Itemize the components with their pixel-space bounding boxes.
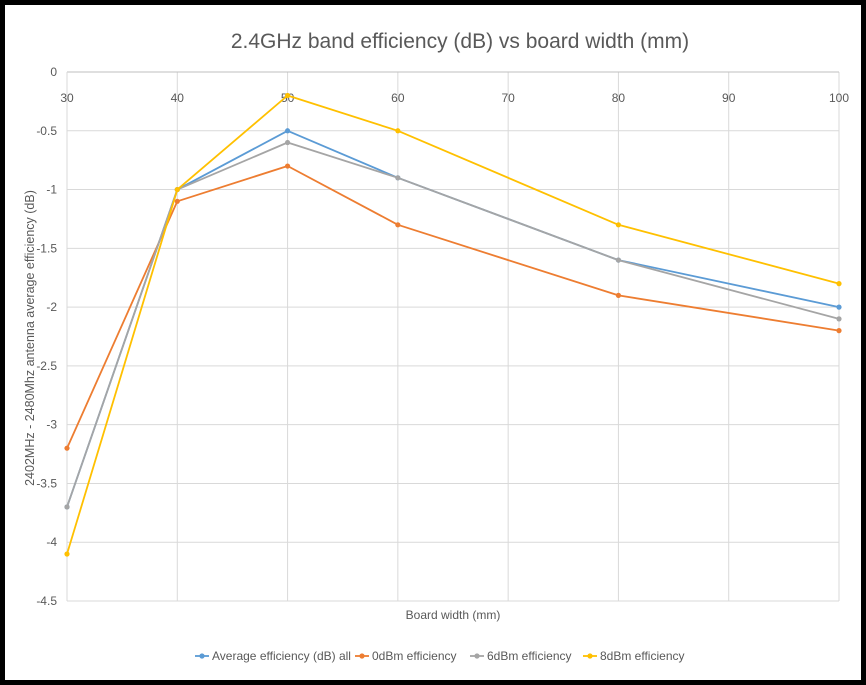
gridlines bbox=[67, 72, 840, 602]
data-point bbox=[836, 281, 842, 287]
axes bbox=[66, 71, 839, 601]
y-tick-label: -2 bbox=[46, 300, 57, 314]
data-point bbox=[174, 198, 180, 204]
x-tick-label: 70 bbox=[501, 91, 515, 105]
legend-label: 0dBm efficiency bbox=[372, 649, 457, 663]
legend: Average efficiency (dB) all 0dBm efficien… bbox=[195, 649, 685, 663]
series-line-3 bbox=[66, 94, 840, 555]
x-tick-labels: 30405060708090100 bbox=[60, 91, 849, 105]
x-tick-label: 90 bbox=[722, 91, 736, 105]
y-tick-label: -1 bbox=[46, 183, 57, 197]
data-point bbox=[284, 92, 291, 99]
data-point bbox=[836, 316, 842, 322]
legend-swatch-marker bbox=[474, 653, 480, 659]
legend-label: 6dBm efficiency bbox=[487, 649, 572, 663]
legend-label: 8dBm efficiency bbox=[600, 649, 685, 663]
y-tick-labels: 0 -0.5 -1 -1.5 -2 -2.5 -3 -3.5 -4 -4.5 bbox=[36, 65, 57, 608]
data-point bbox=[64, 551, 70, 557]
data-point bbox=[284, 163, 291, 169]
data-point bbox=[284, 139, 291, 146]
y-tick-label: -3 bbox=[46, 418, 57, 432]
data-point bbox=[64, 504, 70, 510]
x-tick-label: 100 bbox=[829, 91, 849, 105]
legend-swatch-marker bbox=[359, 653, 365, 659]
data-point bbox=[836, 328, 842, 334]
legend-swatch-marker bbox=[587, 653, 593, 659]
y-axis-label: 2402MHz - 2480Mhz antenna average effici… bbox=[23, 190, 37, 486]
data-point bbox=[284, 128, 291, 134]
y-tick-label: -2.5 bbox=[36, 359, 57, 373]
data-point bbox=[836, 304, 842, 310]
legend-label: Average efficiency (dB) all bbox=[212, 649, 351, 663]
y-tick-label: -4.5 bbox=[36, 594, 57, 608]
series-line-2 bbox=[66, 141, 840, 508]
data-point bbox=[395, 128, 401, 134]
chart-title: 2.4GHz band efficiency (dB) vs board wid… bbox=[231, 30, 689, 53]
x-tick-label: 60 bbox=[391, 91, 405, 105]
series-lines bbox=[64, 92, 842, 557]
y-tick-label: 0 bbox=[50, 65, 57, 79]
data-point bbox=[395, 175, 401, 181]
data-point bbox=[64, 445, 70, 451]
data-point bbox=[174, 186, 180, 193]
data-point bbox=[615, 257, 622, 263]
x-tick-label: 30 bbox=[60, 91, 74, 105]
data-point bbox=[395, 222, 401, 228]
y-tick-label: -3.5 bbox=[36, 476, 57, 490]
y-tick-label: -1.5 bbox=[36, 241, 57, 255]
x-axis-label: Board width (mm) bbox=[406, 608, 501, 622]
y-tick-label: -0.5 bbox=[36, 124, 57, 138]
x-tick-label: 40 bbox=[171, 91, 185, 105]
legend-swatch-marker bbox=[199, 653, 205, 659]
x-tick-label: 80 bbox=[612, 91, 626, 105]
y-tick-label: -4 bbox=[46, 535, 57, 549]
data-point bbox=[615, 222, 622, 228]
data-point bbox=[615, 292, 622, 298]
